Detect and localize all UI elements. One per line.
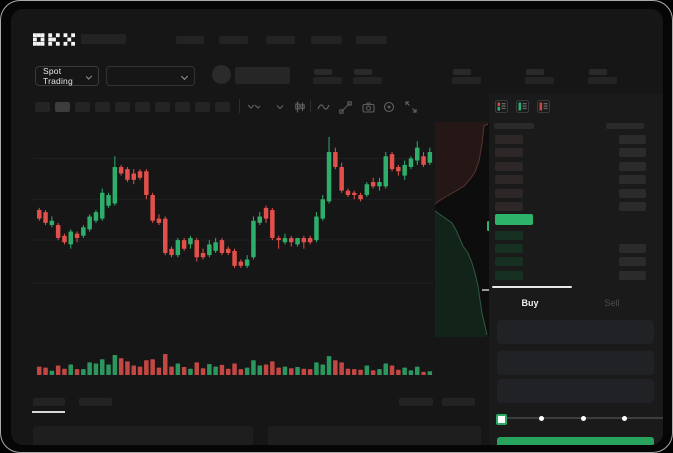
- tab-buy[interactable]: Buy: [521, 298, 539, 308]
- timeframe-button[interactable]: [135, 102, 150, 112]
- amount-input[interactable]: [497, 351, 654, 375]
- timeframe-button[interactable]: [195, 102, 210, 112]
- orderbook-view-combined[interactable]: [495, 100, 508, 113]
- timeframe-button[interactable]: [155, 102, 170, 112]
- ticker-stat-value: [353, 77, 382, 84]
- nav-item-placeholder[interactable]: [356, 36, 387, 44]
- active-tab-indicator: [492, 286, 572, 288]
- ticker-stat-label: [453, 69, 471, 75]
- ask-amount-placeholder[interactable]: [619, 202, 646, 211]
- toolbar-divider: [310, 100, 311, 112]
- bottom-tab-2[interactable]: [79, 398, 112, 406]
- ticker-stat-label: [526, 69, 544, 75]
- chevron-down-icon: [180, 72, 189, 80]
- timeframe-button[interactable]: [115, 102, 130, 112]
- bid-price-placeholder[interactable]: [495, 243, 523, 253]
- chevron-down-icon: [85, 72, 93, 80]
- market-type-label: Spot Trading: [43, 66, 73, 86]
- slider-handle[interactable]: [495, 413, 507, 425]
- ask-price-placeholder[interactable]: [495, 148, 523, 158]
- app-screen: Spot Trading: [11, 9, 663, 445]
- brand-text-placeholder: [81, 34, 126, 44]
- candle-type-icon[interactable]: [293, 101, 307, 113]
- ask-price-placeholder[interactable]: [495, 135, 523, 144]
- camera-icon[interactable]: [361, 101, 375, 113]
- ask-price-placeholder[interactable]: [495, 202, 523, 211]
- total-input[interactable]: [497, 379, 654, 403]
- okx-logo[interactable]: [33, 33, 75, 46]
- timeframe-button[interactable]: [95, 102, 110, 112]
- orderbook-view-bids-only[interactable]: [516, 100, 529, 113]
- ask-amount-placeholder[interactable]: [619, 135, 646, 144]
- orderbook-last-price[interactable]: [495, 214, 533, 225]
- slider-step-dot[interactable]: [622, 415, 627, 421]
- candlestick-chart[interactable]: [33, 124, 433, 339]
- ticker-stat-label: [589, 69, 607, 75]
- history-table-placeholder: [268, 426, 481, 445]
- timeframe-button[interactable]: [215, 102, 230, 112]
- interval-chevron-icon[interactable]: [273, 101, 287, 113]
- ask-amount-placeholder[interactable]: [619, 148, 646, 158]
- slider-step-dot[interactable]: [539, 415, 544, 421]
- bid-amount-placeholder[interactable]: [619, 243, 646, 253]
- ticker-stat-value: [313, 77, 342, 84]
- volume-pane: [33, 351, 433, 375]
- ticker-stat-label: [354, 69, 372, 75]
- pair-dropdown[interactable]: [106, 66, 195, 86]
- target-settings-icon[interactable]: [382, 101, 396, 113]
- indicators-wave-icon[interactable]: [316, 101, 330, 113]
- ask-amount-placeholder[interactable]: [619, 188, 646, 198]
- bid-amount-placeholder[interactable]: [619, 270, 646, 280]
- ticker-stat-value: [588, 77, 617, 84]
- timeframe-button[interactable]: [55, 102, 70, 112]
- market-type-dropdown[interactable]: Spot Trading: [35, 66, 99, 86]
- bottom-action-1[interactable]: [399, 398, 433, 406]
- mid-price-tick: [482, 289, 491, 291]
- nav-item-placeholder[interactable]: [266, 36, 295, 44]
- ask-price-placeholder[interactable]: [495, 161, 523, 171]
- buy-submit-button[interactable]: [497, 437, 654, 445]
- slider-step-dot[interactable]: [580, 415, 586, 421]
- orders-table-placeholder: [33, 426, 253, 445]
- ticker-stat-value: [525, 77, 554, 84]
- timeframe-button[interactable]: [35, 102, 50, 112]
- nav-item-placeholder[interactable]: [311, 36, 342, 44]
- depth-chart: [435, 122, 489, 337]
- okx-logo-glyph: [33, 33, 75, 46]
- ticker-stat-label: [314, 69, 332, 75]
- pair-name-placeholder: [235, 67, 290, 84]
- bottom-tab-indicator: [32, 411, 65, 413]
- ask-price-placeholder[interactable]: [495, 188, 523, 198]
- ask-price-placeholder[interactable]: [495, 175, 523, 185]
- toolbar-divider: [239, 99, 240, 113]
- timeframe-button[interactable]: [175, 102, 190, 112]
- bottom-tab-1[interactable]: [33, 398, 65, 406]
- line-style-icon[interactable]: [247, 101, 261, 113]
- nav-item-placeholder[interactable]: [176, 36, 204, 44]
- price-input[interactable]: [497, 320, 654, 344]
- token-avatar[interactable]: [212, 65, 231, 84]
- ask-amount-placeholder[interactable]: [619, 161, 646, 171]
- bid-amount-placeholder[interactable]: [619, 257, 646, 267]
- bid-price-placeholder[interactable]: [495, 230, 523, 240]
- timeframe-button[interactable]: [75, 102, 90, 112]
- drawing-tools-icon[interactable]: [338, 100, 352, 114]
- orderbook-price-header: [494, 123, 534, 129]
- tab-sell[interactable]: Sell: [604, 298, 620, 308]
- ticker-stat-value: [452, 77, 481, 84]
- orderbook-view-asks-only[interactable]: [537, 100, 550, 113]
- bid-price-placeholder[interactable]: [495, 257, 523, 267]
- ask-amount-placeholder[interactable]: [619, 175, 646, 185]
- nav-item-placeholder[interactable]: [219, 36, 248, 44]
- bottom-action-2[interactable]: [442, 398, 475, 406]
- fullscreen-icon[interactable]: [404, 101, 418, 113]
- orderbook-amount-header: [606, 123, 644, 129]
- bid-price-placeholder[interactable]: [495, 270, 523, 280]
